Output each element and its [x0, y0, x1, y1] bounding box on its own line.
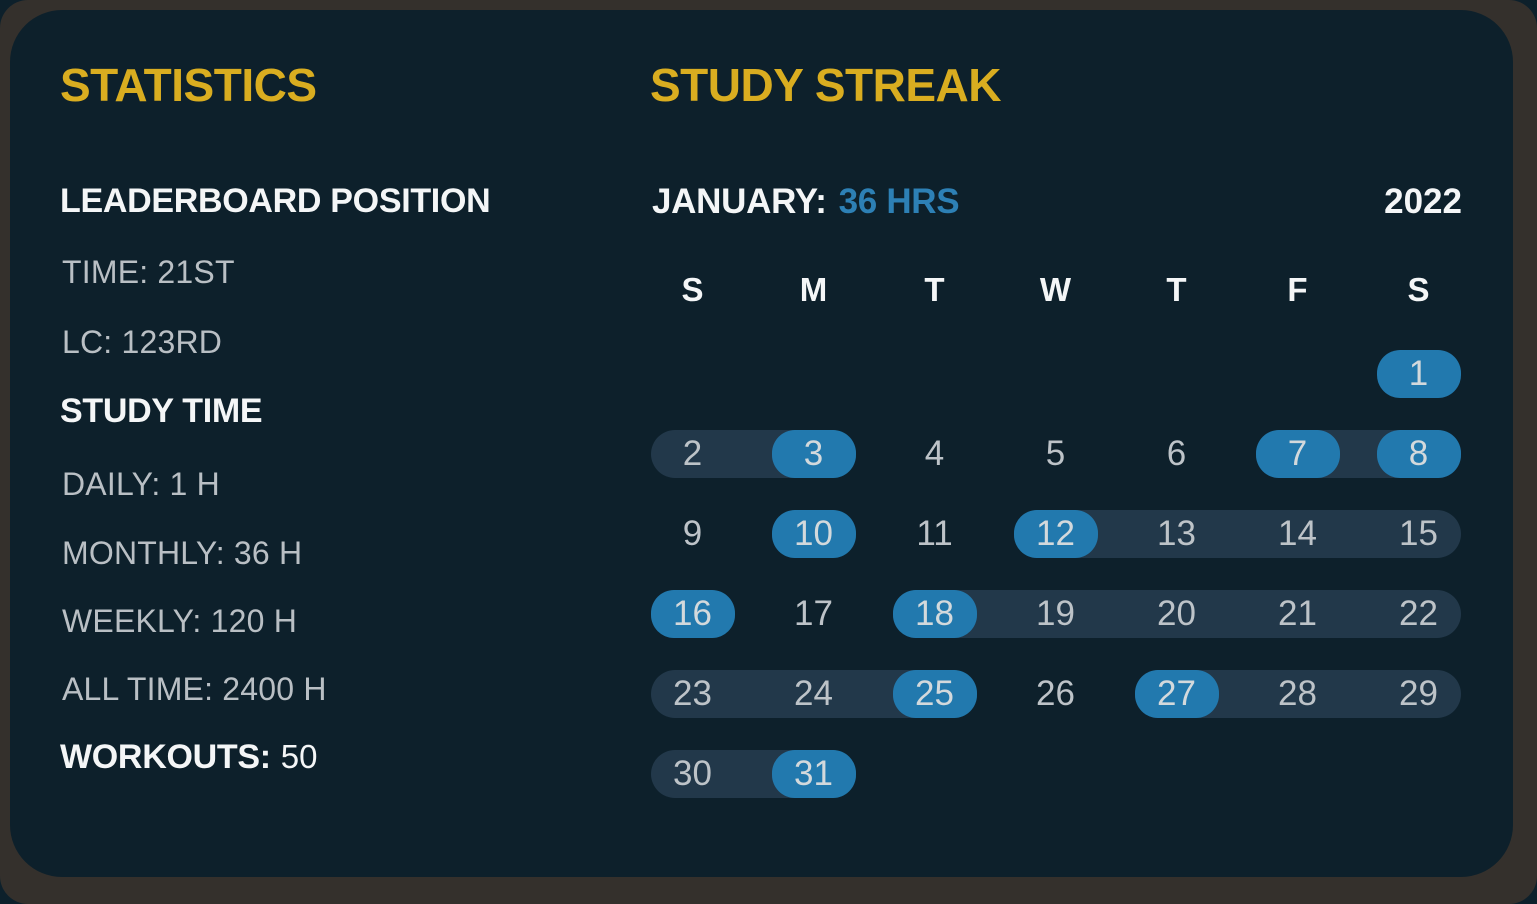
- calendar-day-30: 30: [673, 754, 712, 793]
- active-day-pill: 16: [650, 590, 735, 638]
- study-time-heading: STUDY TIME: [60, 392, 263, 430]
- weekday-header-row: S M T W T F S: [632, 258, 1479, 322]
- active-day-pill: 27: [1134, 670, 1219, 718]
- month-hours: 36 HRS: [838, 182, 960, 221]
- statistics-title: STATISTICS: [60, 59, 317, 111]
- calendar-day-27: 27: [1116, 654, 1237, 734]
- calendar-day-3: 3: [753, 414, 874, 494]
- stat-all-time: ALL TIME: 2400 H: [62, 671, 327, 707]
- workouts-value: 50: [280, 738, 318, 775]
- calendar-day-1: 1: [1358, 334, 1479, 414]
- active-day-pill: 25: [892, 670, 977, 718]
- calendar-day-17: 17: [794, 594, 833, 633]
- calendar-day-28: 28: [1278, 674, 1317, 713]
- weekday-saturday: S: [1407, 271, 1430, 308]
- active-day-pill: 10: [771, 510, 856, 558]
- stat-weekly: WEEKLY: 120 H: [62, 603, 298, 639]
- calendar-day-16: 16: [632, 574, 753, 654]
- calendar-day-21: 21: [1278, 594, 1317, 633]
- year-label: 2022: [1384, 182, 1462, 221]
- calendar-day-12: 12: [995, 494, 1116, 574]
- active-day-pill: 3: [771, 430, 856, 478]
- stat-daily: DAILY: 1 H: [62, 466, 220, 502]
- calendar-day-23: 23: [673, 674, 712, 713]
- calendar-day-20: 20: [1157, 594, 1196, 633]
- calendar-day-6: 6: [1166, 434, 1187, 473]
- stat-lc: LC: 123RD: [62, 324, 223, 360]
- stat-time: TIME: 21ST: [62, 254, 235, 290]
- calendar-day-25: 25: [874, 654, 995, 734]
- leaderboard-position-heading: LEADERBOARD POSITION: [60, 182, 491, 220]
- calendar-day-29: 29: [1399, 674, 1438, 713]
- calendar-day-8: 8: [1358, 414, 1479, 494]
- calendar-day-14: 14: [1278, 514, 1317, 553]
- weekday-wednesday: W: [1039, 271, 1072, 308]
- weekday-sunday: S: [681, 271, 704, 308]
- calendar-day-15: 15: [1399, 514, 1438, 553]
- calendar-day-5: 5: [1045, 434, 1066, 473]
- study-streak-title: STUDY STREAK: [650, 59, 1001, 111]
- calendar-day-22: 22: [1399, 594, 1438, 633]
- active-day-pill: 8: [1376, 430, 1461, 478]
- active-day-pill: 31: [771, 750, 856, 798]
- stat-monthly: MONTHLY: 36 H: [62, 535, 303, 571]
- calendar-day-24: 24: [794, 674, 833, 713]
- month-summary: JANUARY: 36 HRS: [652, 182, 960, 222]
- workouts-label: WORKOUTS:: [60, 738, 271, 776]
- weekday-thursday: T: [1166, 271, 1187, 308]
- calendar-day-31: 31: [753, 734, 874, 814]
- active-day-pill: 18: [892, 590, 977, 638]
- month-label: JANUARY:: [652, 182, 827, 221]
- calendar-day-9: 9: [682, 514, 703, 553]
- weekday-monday: M: [799, 271, 828, 308]
- active-day-pill: 12: [1013, 510, 1098, 558]
- calendar-day-18: 18: [874, 574, 995, 654]
- stat-workouts: WORKOUTS: 50: [60, 738, 317, 777]
- streak-span: [892, 590, 1461, 638]
- active-day-pill: 1: [1376, 350, 1461, 398]
- calendar-day-2: 2: [682, 434, 703, 473]
- calendar-day-10: 10: [753, 494, 874, 574]
- calendar-day-11: 11: [916, 514, 953, 553]
- calendar-day-19: 19: [1036, 594, 1075, 633]
- active-day-pill: 7: [1255, 430, 1340, 478]
- calendar-day-26: 26: [1036, 674, 1075, 713]
- weekday-friday: F: [1287, 271, 1308, 308]
- calendar-day-13: 13: [1157, 514, 1196, 553]
- calendar-day-7: 7: [1237, 414, 1358, 494]
- calendar-weeks: 1 2 3 4 5 6 7 8 9 10 11 12 13 14 15 16 17 18 19 20 21 22 23 24 2…: [632, 334, 1479, 814]
- dashboard-card: STATISTICS LEADERBOARD POSITION TIME: 21…: [10, 10, 1513, 877]
- weekday-tuesday: T: [924, 271, 945, 308]
- calendar-day-4: 4: [924, 434, 945, 473]
